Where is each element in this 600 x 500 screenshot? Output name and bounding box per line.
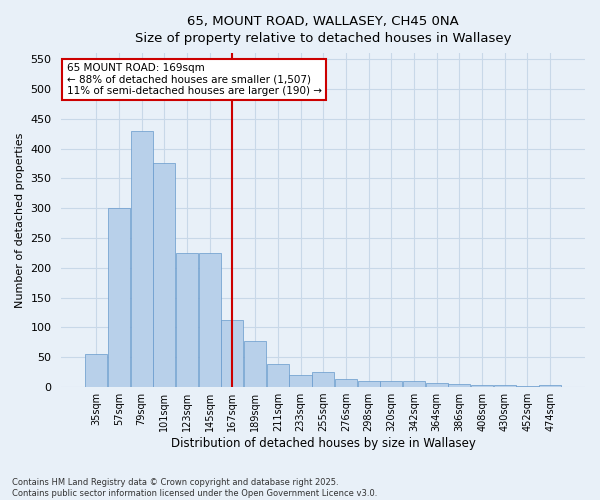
- Bar: [517, 386, 539, 387]
- Bar: [199, 253, 221, 387]
- Bar: [244, 340, 266, 387]
- Bar: [108, 208, 130, 387]
- Bar: [131, 130, 152, 387]
- Bar: [425, 383, 448, 387]
- Bar: [539, 386, 561, 387]
- X-axis label: Distribution of detached houses by size in Wallasey: Distribution of detached houses by size …: [171, 437, 476, 450]
- Bar: [494, 386, 516, 387]
- Bar: [221, 320, 244, 387]
- Bar: [153, 164, 175, 387]
- Bar: [289, 375, 311, 387]
- Text: 65 MOUNT ROAD: 169sqm
← 88% of detached houses are smaller (1,507)
11% of semi-d: 65 MOUNT ROAD: 169sqm ← 88% of detached …: [67, 63, 322, 96]
- Text: Contains HM Land Registry data © Crown copyright and database right 2025.
Contai: Contains HM Land Registry data © Crown c…: [12, 478, 377, 498]
- Bar: [267, 364, 289, 387]
- Bar: [403, 381, 425, 387]
- Bar: [335, 380, 357, 387]
- Bar: [176, 253, 198, 387]
- Bar: [380, 381, 403, 387]
- Bar: [471, 384, 493, 387]
- Bar: [85, 354, 107, 387]
- Bar: [312, 372, 334, 387]
- Bar: [358, 381, 380, 387]
- Bar: [448, 384, 470, 387]
- Title: 65, MOUNT ROAD, WALLASEY, CH45 0NA
Size of property relative to detached houses : 65, MOUNT ROAD, WALLASEY, CH45 0NA Size …: [135, 15, 511, 45]
- Y-axis label: Number of detached properties: Number of detached properties: [15, 132, 25, 308]
